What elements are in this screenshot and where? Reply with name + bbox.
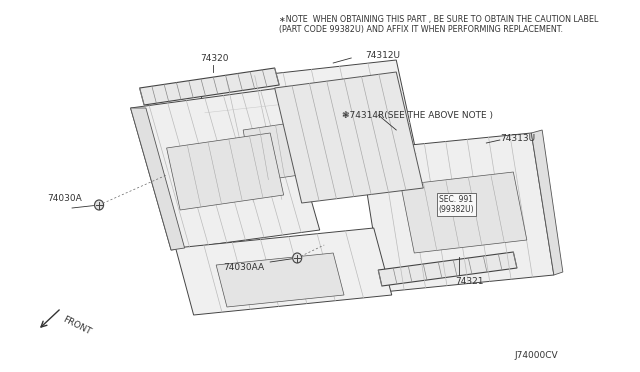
Polygon shape [175,228,392,315]
Circle shape [95,200,104,210]
Polygon shape [531,130,563,275]
Text: 74313U: 74313U [500,134,535,142]
Circle shape [292,253,301,263]
Polygon shape [198,60,423,205]
Polygon shape [131,108,184,250]
Text: 74030A: 74030A [47,193,81,202]
Polygon shape [378,252,517,286]
Polygon shape [401,172,527,253]
Text: J74000CV: J74000CV [515,351,558,360]
Text: ❃74314R(SEE THE ABOVE NOTE ): ❃74314R(SEE THE ABOVE NOTE ) [342,110,493,119]
Text: 74312U: 74312U [365,51,400,60]
Polygon shape [243,118,333,182]
Text: FRONT: FRONT [61,315,92,337]
Polygon shape [275,72,423,203]
Text: (PART CODE 99382U) AND AFFIX IT WHEN PERFORMING REPLACEMENT.: (PART CODE 99382U) AND AFFIX IT WHEN PER… [279,25,563,34]
Polygon shape [140,68,279,105]
Text: SEC. 991
(99382U): SEC. 991 (99382U) [438,195,474,214]
Text: 74321: 74321 [455,278,483,286]
Text: 74030AA: 74030AA [223,263,264,273]
Text: ∗NOTE  WHEN OBTAINING THIS PART , BE SURE TO OBTAIN THE CAUTION LABEL: ∗NOTE WHEN OBTAINING THIS PART , BE SURE… [279,15,598,24]
Polygon shape [131,88,320,250]
Text: 74320: 74320 [200,54,228,62]
Polygon shape [360,133,554,292]
Polygon shape [166,133,284,210]
Polygon shape [216,253,344,307]
